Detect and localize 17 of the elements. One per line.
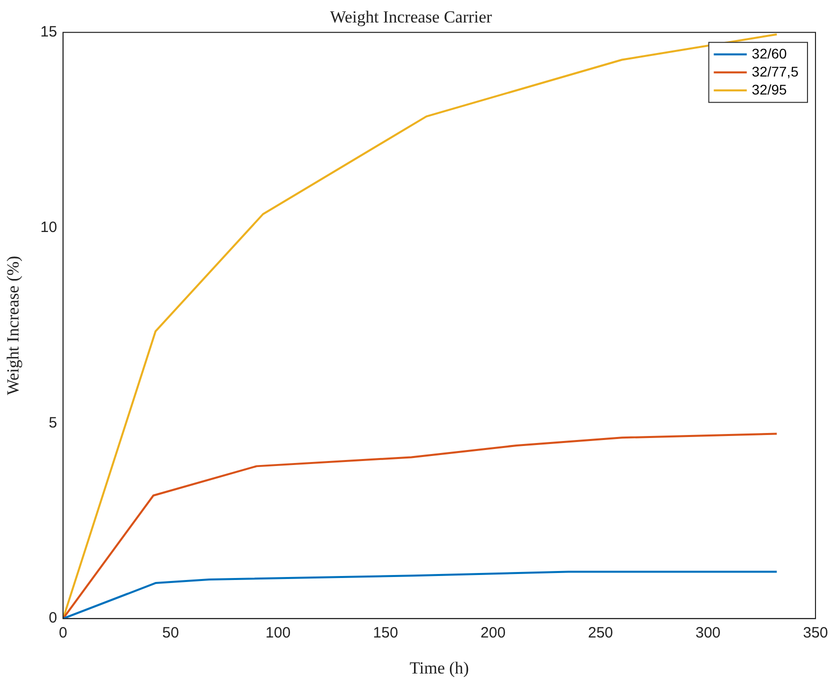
x-tick-label: 300 <box>695 624 721 642</box>
chart-title: Weight Increase Carrier <box>330 8 492 27</box>
legend-label: 32/95 <box>752 81 788 98</box>
y-tick-label: 0 <box>48 610 58 627</box>
y-tick-label: 5 <box>48 414 58 432</box>
x-tick-label: 150 <box>373 624 398 642</box>
y-axis-title: Weight Increase (%) <box>4 256 23 396</box>
x-tick-label: 50 <box>162 624 179 642</box>
x-tick-label: 250 <box>588 624 614 642</box>
x-tick-label: 100 <box>266 624 291 642</box>
legend-label: 32/60 <box>752 45 788 62</box>
x-tick-label: 200 <box>480 624 506 642</box>
legend-label: 32/77,5 <box>752 63 799 80</box>
x-axis-title: Time (h) <box>410 658 469 678</box>
x-tick-label: 350 <box>802 624 828 642</box>
y-tick-label: 10 <box>40 218 58 236</box>
y-tick-label: 15 <box>40 24 58 41</box>
